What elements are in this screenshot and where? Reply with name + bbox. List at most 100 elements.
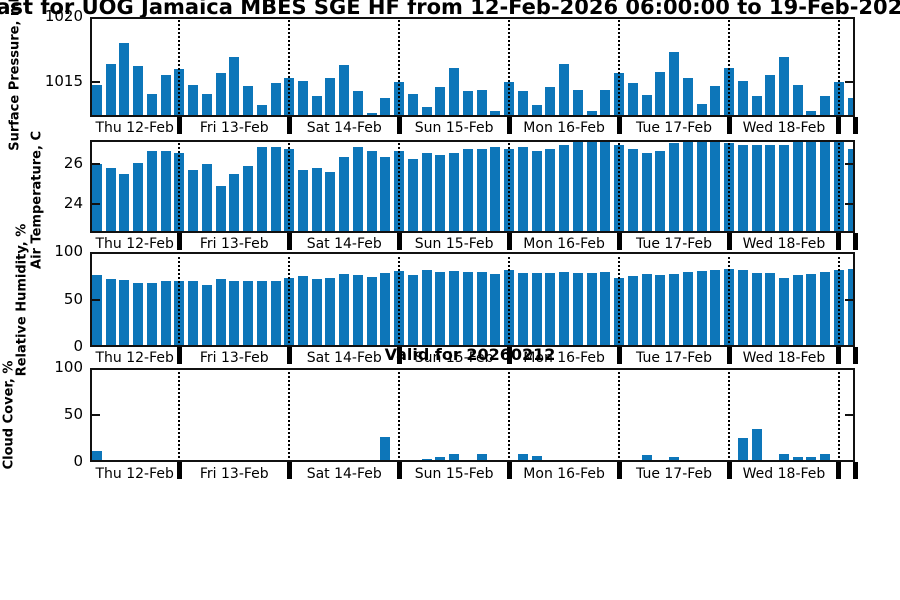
x-day-tick <box>176 117 182 134</box>
day-gridline <box>178 19 181 115</box>
bar <box>820 454 831 460</box>
bar <box>655 150 666 231</box>
ylabel-surface-pressure: Surface Pressure, mb <box>7 0 23 151</box>
y-tick-mark <box>92 163 100 166</box>
bar <box>325 172 336 231</box>
bar <box>531 456 542 460</box>
ylabel-cloud-cover: Cloud Cover, % <box>1 360 17 470</box>
x-day-tick <box>286 462 292 479</box>
bar <box>146 150 157 231</box>
x-day-label: Tue 17-Feb <box>636 120 713 136</box>
y-tick-mark <box>845 163 853 166</box>
bar <box>696 142 707 231</box>
bar <box>792 457 803 460</box>
bar <box>449 271 460 345</box>
bar <box>462 148 473 231</box>
bar <box>380 436 391 460</box>
bar <box>517 453 528 460</box>
x-day-tick <box>616 117 622 134</box>
bar <box>215 186 226 231</box>
bar <box>806 142 817 231</box>
bar <box>710 142 721 231</box>
y-tick-mark <box>92 202 100 205</box>
bar <box>339 273 350 345</box>
bar <box>229 281 240 345</box>
bar <box>435 154 446 231</box>
bar <box>352 91 363 115</box>
y-tick-mark <box>92 461 100 462</box>
x-day-tick <box>506 233 512 250</box>
day-gridline <box>288 19 291 115</box>
relative-humidity-subplot <box>90 252 855 347</box>
bar <box>737 144 748 231</box>
x-day-tick <box>286 347 292 364</box>
bar <box>92 450 102 460</box>
bar <box>641 455 652 460</box>
cloud-cover-subplot <box>90 368 855 462</box>
bar <box>765 144 776 231</box>
bar <box>545 87 556 115</box>
bar <box>778 144 789 231</box>
day-gridline <box>837 254 840 345</box>
bar <box>820 142 831 231</box>
y-tick-mark <box>845 368 853 369</box>
bar <box>229 57 240 115</box>
bar <box>449 67 460 115</box>
bar <box>751 96 762 115</box>
x-day-tick <box>836 347 842 364</box>
y-tick-mark <box>92 298 100 301</box>
bar <box>92 164 102 231</box>
y-tick-label: 50 <box>63 405 83 423</box>
bar <box>559 271 570 345</box>
x-day-label: Wed 18-Feb <box>742 120 826 136</box>
x-day-tick <box>726 117 732 134</box>
bar <box>161 460 171 462</box>
bar <box>119 174 130 231</box>
bar <box>366 150 377 231</box>
bar <box>201 93 212 115</box>
bar <box>435 87 446 115</box>
y-tick-mark <box>845 252 853 253</box>
x-day-label: Sun 15-Feb <box>414 120 494 136</box>
bar <box>160 280 171 345</box>
day-gridline <box>508 142 511 231</box>
y-tick-mark <box>845 17 853 18</box>
bar <box>201 285 212 345</box>
bar <box>311 278 322 345</box>
bar <box>806 110 817 115</box>
x-day-tick <box>176 233 182 250</box>
day-gridline <box>837 370 840 460</box>
x-day-tick <box>616 233 622 250</box>
bar <box>765 75 776 115</box>
bar <box>380 272 391 345</box>
bar <box>669 52 680 115</box>
y-tick-mark <box>92 80 100 83</box>
bar <box>586 110 597 115</box>
y-tick-label: 1020 <box>44 7 83 25</box>
bar <box>188 170 199 231</box>
air-temperature-subplot <box>90 140 855 233</box>
bar <box>352 146 363 231</box>
ylabel-relative-humidity: Relative Humidity, % <box>14 223 30 377</box>
bar <box>462 271 473 345</box>
day-gridline <box>618 370 621 460</box>
bar <box>462 91 473 115</box>
bar <box>256 281 267 345</box>
x-day-label: Sun 15-Feb <box>414 466 494 482</box>
bar <box>669 142 680 231</box>
bar <box>119 279 130 345</box>
figure-title: Forecast for UOG Jamaica MBES SGE HF fro… <box>0 0 900 19</box>
bar <box>641 152 652 231</box>
x-day-label: Fri 13-Feb <box>199 466 269 482</box>
bar <box>270 146 281 231</box>
bar <box>778 277 789 345</box>
x-day-label: Fri 13-Feb <box>199 236 269 252</box>
bar <box>682 142 693 231</box>
bar <box>160 75 171 115</box>
bar <box>105 278 116 345</box>
bar <box>531 272 542 345</box>
bar <box>215 72 226 115</box>
bar <box>765 272 776 345</box>
bar <box>847 148 853 231</box>
bar <box>476 89 487 115</box>
